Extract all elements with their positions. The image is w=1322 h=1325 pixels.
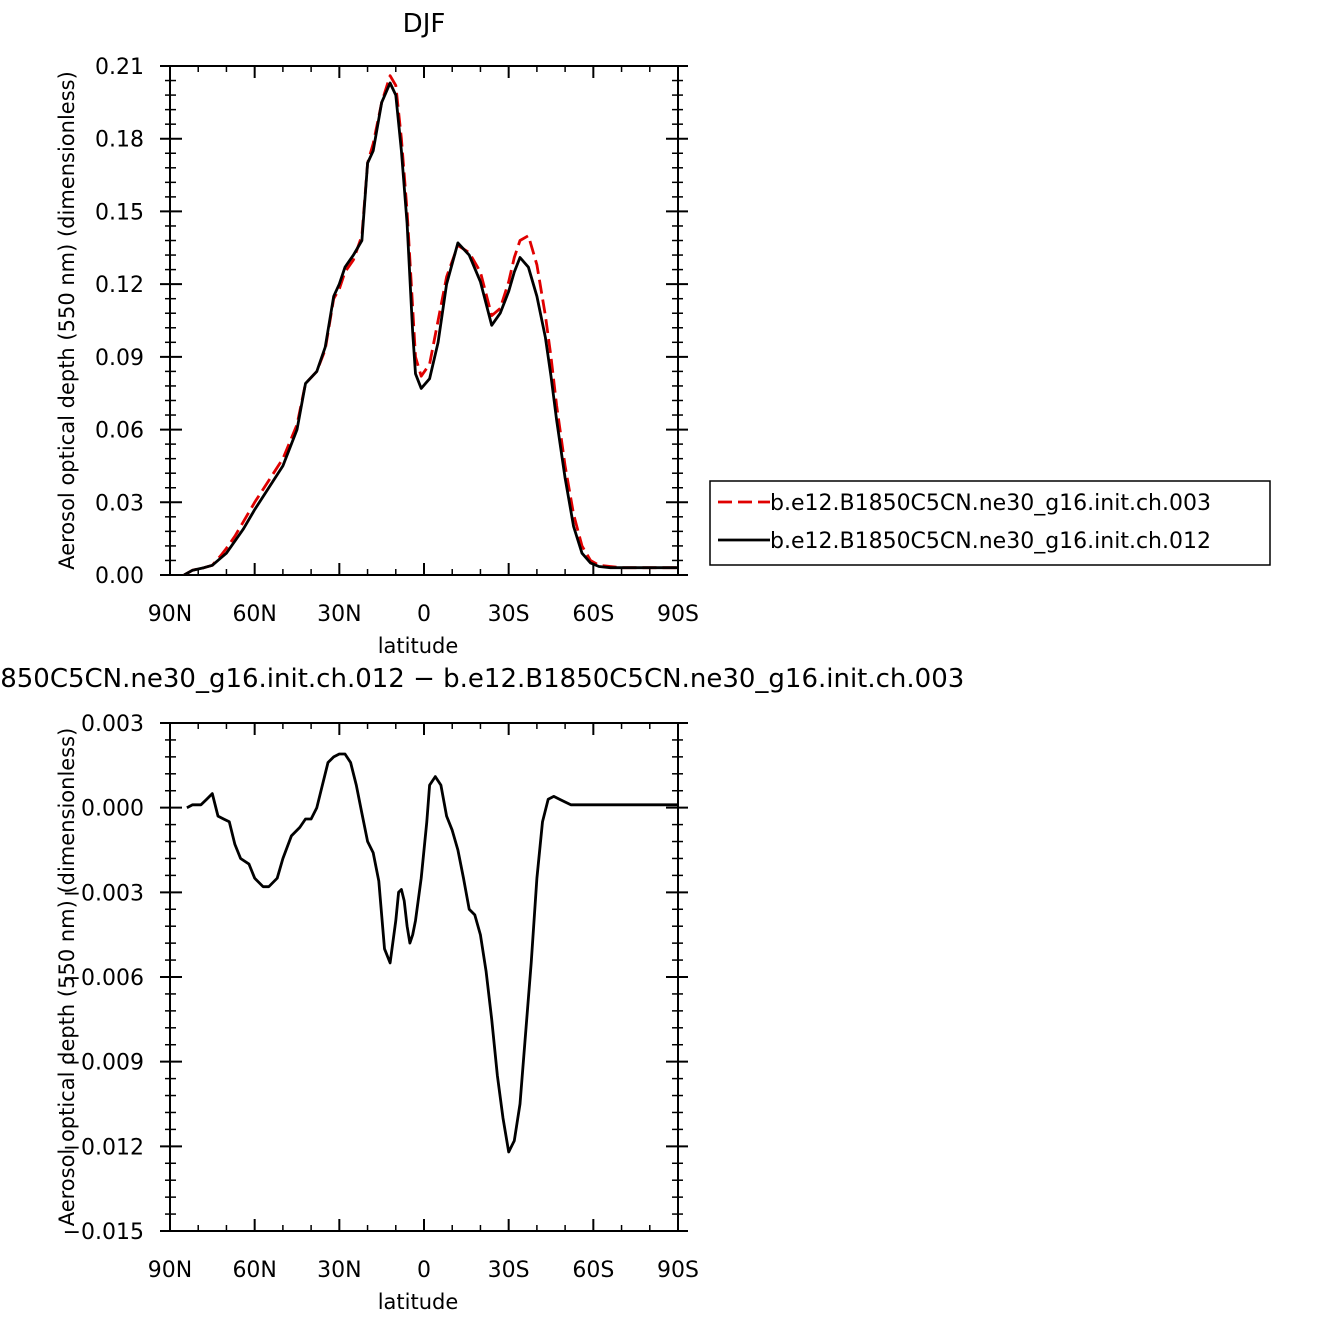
x-tick-label: 60N <box>232 602 276 627</box>
legend-label-1: b.e12.B1850C5CN.ne30_g16.init.ch.003 <box>770 491 1211 516</box>
chart-1: 90N 60N 30N 0 30S 60S 90S 0.00 0.03 0.06 0.09 0.12 0… <box>55 9 1271 658</box>
y-tick-label: −0.003 <box>63 881 144 906</box>
legend-label-2: b.e12.B1850C5CN.ne30_g16.init.ch.012 <box>770 529 1211 554</box>
series-line-2 <box>183 81 678 575</box>
plot-frame <box>169 65 679 576</box>
y-tick-label: 0.09 <box>95 346 144 371</box>
y-tick-label: 0.00 <box>95 564 144 589</box>
y-tick-label: 0.03 <box>95 491 144 516</box>
x-tick-label: 0 <box>417 602 431 627</box>
plot-frame <box>169 722 679 1232</box>
x-tick-label: 90N <box>148 602 192 627</box>
x-tick-label: 90S <box>657 1258 699 1283</box>
y-tick-label: 0.06 <box>95 419 144 444</box>
y-tick-label: 0.15 <box>95 200 144 225</box>
x-tick-label: 30N <box>317 602 361 627</box>
legend: b.e12.B1850C5CN.ne30_g16.init.ch.003 b.e1… <box>709 480 1271 566</box>
x-tick-label: 0 <box>417 1258 431 1283</box>
x-axis-label: latitude <box>378 1290 459 1314</box>
x-tick-label: 60N <box>232 1258 276 1283</box>
chart-title: b.e12.B1850C5CN.ne30_g16.init.ch.012 − b… <box>0 664 964 694</box>
x-tick-label: 90S <box>657 602 699 627</box>
y-tick-label: 0.12 <box>95 273 144 298</box>
y-tick-label: −0.006 <box>63 966 144 991</box>
legend-box <box>709 480 1271 566</box>
y-tick-label: 0.003 <box>81 712 144 737</box>
x-tick-label: 30S <box>488 602 530 627</box>
y-tick-label: 0.21 <box>95 55 144 80</box>
chart-title: DJF <box>403 9 446 39</box>
x-axis-label: latitude <box>378 634 459 658</box>
x-tick-label: 60S <box>572 1258 614 1283</box>
y-tick-label: 0.000 <box>81 797 144 822</box>
series-line-1 <box>183 74 678 575</box>
y-tick-label: −0.012 <box>63 1135 144 1160</box>
y-axis-label: Aerosol optical depth (550 nm) (dimensio… <box>55 728 79 1227</box>
series-line-1 <box>186 752 678 1154</box>
y-tick-label: 0.18 <box>95 128 144 153</box>
y-tick-label: −0.015 <box>63 1220 144 1245</box>
chart-2: 90N 60N 30N 0 30S 60S 90S −0.015 −0.012 −0.009 −0.… <box>0 664 964 1314</box>
y-tick-label: −0.009 <box>63 1051 144 1076</box>
x-tick-label: 60S <box>572 602 614 627</box>
x-tick-label: 30S <box>488 1258 530 1283</box>
x-tick-label: 30N <box>317 1258 361 1283</box>
y-axis-label: Aerosol optical depth (550 nm) (dimensio… <box>55 71 79 570</box>
x-tick-label: 90N <box>148 1258 192 1283</box>
